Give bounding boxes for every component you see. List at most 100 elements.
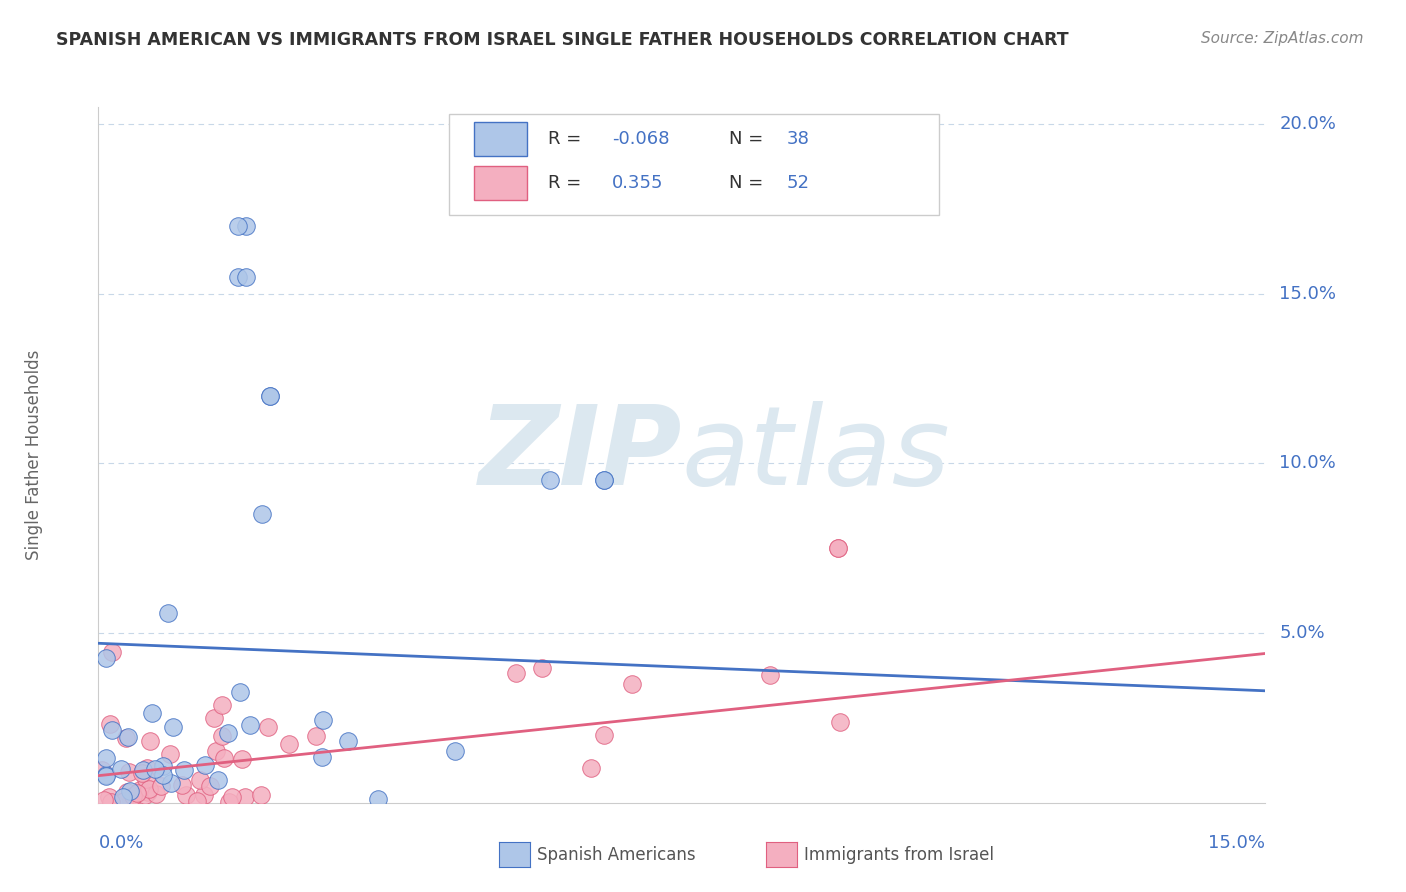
- Text: Single Father Households: Single Father Households: [25, 350, 44, 560]
- Point: [257, 720, 280, 734]
- Point: [135, 761, 157, 775]
- Point: [90, 764, 112, 778]
- Text: ZIP: ZIP: [478, 401, 682, 508]
- Point: [305, 729, 328, 743]
- Point: [228, 269, 250, 284]
- Point: [152, 759, 174, 773]
- Point: [830, 715, 852, 730]
- Point: [132, 764, 155, 778]
- Point: [259, 388, 281, 402]
- Text: N =: N =: [728, 130, 763, 148]
- FancyBboxPatch shape: [474, 122, 527, 156]
- Text: 5.0%: 5.0%: [1279, 624, 1324, 642]
- Point: [120, 783, 142, 797]
- Point: [98, 716, 121, 731]
- Point: [96, 768, 118, 782]
- Text: 52: 52: [787, 174, 810, 192]
- Point: [115, 785, 138, 799]
- Point: [593, 474, 616, 488]
- Text: 0.355: 0.355: [612, 174, 664, 192]
- Point: [211, 698, 233, 712]
- Point: [207, 772, 229, 787]
- Point: [129, 782, 152, 797]
- Point: [111, 789, 134, 804]
- FancyBboxPatch shape: [474, 166, 527, 200]
- Point: [231, 752, 253, 766]
- Point: [579, 761, 602, 775]
- Point: [93, 793, 115, 807]
- Point: [443, 744, 465, 758]
- Point: [127, 786, 149, 800]
- Point: [758, 667, 780, 681]
- Point: [233, 790, 256, 805]
- Point: [96, 750, 118, 764]
- Point: [135, 772, 157, 786]
- Text: R =: R =: [548, 174, 581, 192]
- Point: [538, 474, 561, 488]
- Text: 15.0%: 15.0%: [1208, 834, 1265, 852]
- Text: 15.0%: 15.0%: [1279, 285, 1337, 302]
- Point: [159, 776, 181, 790]
- Text: SPANISH AMERICAN VS IMMIGRANTS FROM ISRAEL SINGLE FATHER HOUSEHOLDS CORRELATION : SPANISH AMERICAN VS IMMIGRANTS FROM ISRA…: [56, 31, 1069, 49]
- Point: [186, 794, 208, 808]
- Point: [120, 794, 142, 808]
- Point: [204, 710, 226, 724]
- Point: [118, 764, 141, 779]
- Text: 38: 38: [787, 130, 810, 148]
- Point: [110, 762, 132, 776]
- Point: [228, 219, 250, 233]
- Point: [162, 720, 184, 734]
- FancyBboxPatch shape: [449, 114, 939, 215]
- Point: [367, 792, 389, 806]
- Point: [250, 508, 273, 522]
- Point: [117, 731, 139, 745]
- Point: [159, 747, 181, 762]
- Point: [96, 651, 118, 665]
- Point: [211, 729, 233, 743]
- Point: [277, 737, 299, 751]
- Point: [259, 388, 281, 402]
- Point: [156, 606, 179, 620]
- Point: [170, 778, 193, 792]
- Text: R =: R =: [548, 130, 581, 148]
- Text: Source: ZipAtlas.com: Source: ZipAtlas.com: [1201, 31, 1364, 46]
- Point: [121, 789, 143, 804]
- Point: [131, 765, 153, 780]
- Point: [188, 773, 211, 788]
- Point: [112, 794, 135, 808]
- Point: [100, 723, 122, 737]
- Point: [145, 787, 167, 801]
- Point: [152, 767, 174, 781]
- Point: [531, 661, 554, 675]
- Point: [204, 744, 226, 758]
- Point: [221, 789, 243, 804]
- Point: [827, 541, 849, 556]
- Point: [138, 782, 160, 797]
- Point: [229, 684, 252, 698]
- Text: Spanish Americans: Spanish Americans: [537, 846, 696, 863]
- Point: [115, 731, 138, 745]
- Point: [827, 541, 849, 556]
- Point: [139, 733, 162, 747]
- Point: [173, 763, 195, 777]
- Point: [198, 780, 221, 794]
- Point: [218, 795, 240, 809]
- Point: [98, 790, 121, 805]
- Point: [249, 789, 271, 803]
- Point: [312, 713, 335, 727]
- Point: [505, 666, 527, 681]
- Point: [235, 269, 257, 284]
- Point: [96, 769, 118, 783]
- Point: [101, 645, 124, 659]
- Text: -0.068: -0.068: [612, 130, 669, 148]
- Point: [193, 758, 215, 772]
- Text: Immigrants from Israel: Immigrants from Israel: [804, 846, 994, 863]
- Text: 20.0%: 20.0%: [1279, 115, 1336, 133]
- Point: [212, 751, 235, 765]
- Point: [193, 789, 215, 803]
- Point: [235, 219, 257, 233]
- Point: [134, 789, 156, 803]
- Point: [593, 728, 616, 742]
- Text: 10.0%: 10.0%: [1279, 454, 1336, 473]
- Point: [141, 706, 163, 721]
